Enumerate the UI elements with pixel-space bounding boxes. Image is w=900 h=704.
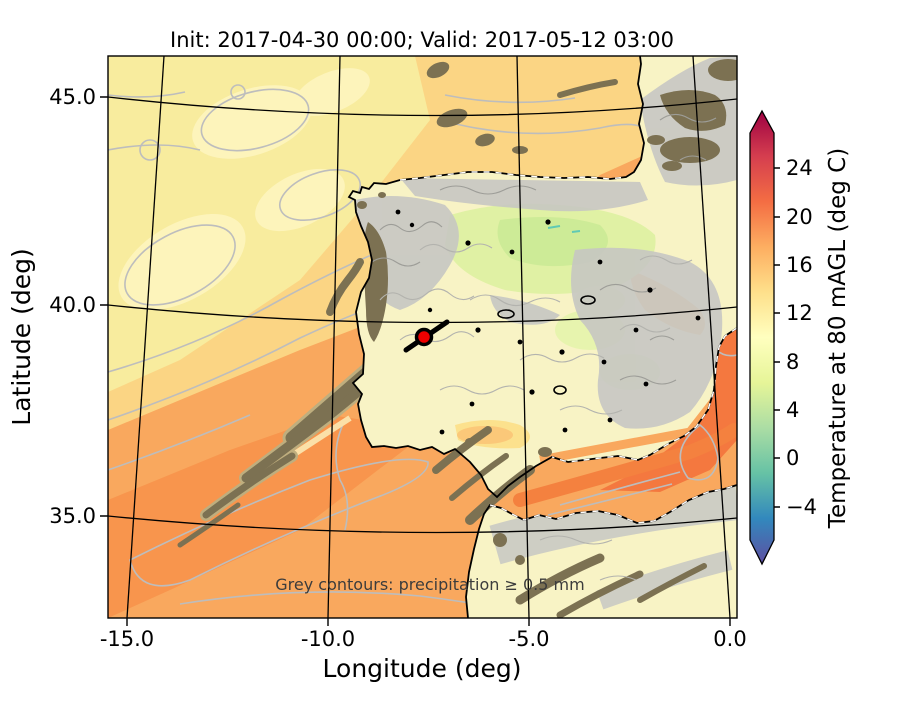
reservoir-dots xyxy=(395,209,701,435)
graticule xyxy=(108,56,737,618)
colorbar: 24 20 16 12 8 4 0 −4 Temperature at 80 m… xyxy=(749,109,851,566)
x-axis-label: Longitude (deg) xyxy=(323,654,522,683)
cb-tick-12: 12 xyxy=(786,301,813,325)
station-dot xyxy=(414,327,434,347)
colorbar-ticks xyxy=(774,167,780,508)
cb-tick-20: 20 xyxy=(786,205,813,229)
cb-tick-m4: −4 xyxy=(786,495,817,519)
cb-tick-24: 24 xyxy=(786,156,813,180)
plot-title: Init: 2017-04-30 00:00; Valid: 2017-05-1… xyxy=(170,28,674,52)
precipitation-note: Grey contours: precipitation ≥ 0.5 mm xyxy=(275,575,584,594)
x-tick-m10: -10.0 xyxy=(301,627,355,651)
x-tick-0: 0.0 xyxy=(713,627,746,651)
axis-ticks xyxy=(100,96,731,626)
x-tick-labels: -15.0 -10.0 -5.0 0.0 xyxy=(100,627,747,651)
biscay-precipitation-patches xyxy=(426,61,528,154)
x-tick-m5: -5.0 xyxy=(509,627,550,651)
cb-tick-8: 8 xyxy=(786,350,799,374)
y-tick-40: 40.0 xyxy=(49,293,96,317)
y-tick-35: 35.0 xyxy=(49,504,96,528)
colorbar-label: Temperature at 80 mAGL (deg C) xyxy=(825,148,851,529)
y-tick-labels: 45.0 40.0 35.0 xyxy=(49,85,96,528)
x-tick-m15: -15.0 xyxy=(100,627,154,651)
cb-tick-16: 16 xyxy=(786,253,813,277)
colorbar-tick-labels: 24 20 16 12 8 4 0 −4 xyxy=(786,156,817,519)
land-field-details xyxy=(355,56,737,618)
plot-frame xyxy=(107,55,738,619)
cb-tick-0: 0 xyxy=(786,446,799,470)
coastline-dashes xyxy=(399,171,737,524)
map-plot-area: Grey contours: precipitation ≥ 0.5 mm xyxy=(108,56,737,618)
cb-tick-4: 4 xyxy=(786,398,799,422)
y-tick-45: 45.0 xyxy=(49,85,96,109)
colorbar-gradient xyxy=(749,109,775,566)
y-axis-label: Latitude (deg) xyxy=(7,248,36,425)
station-marker xyxy=(403,319,450,353)
